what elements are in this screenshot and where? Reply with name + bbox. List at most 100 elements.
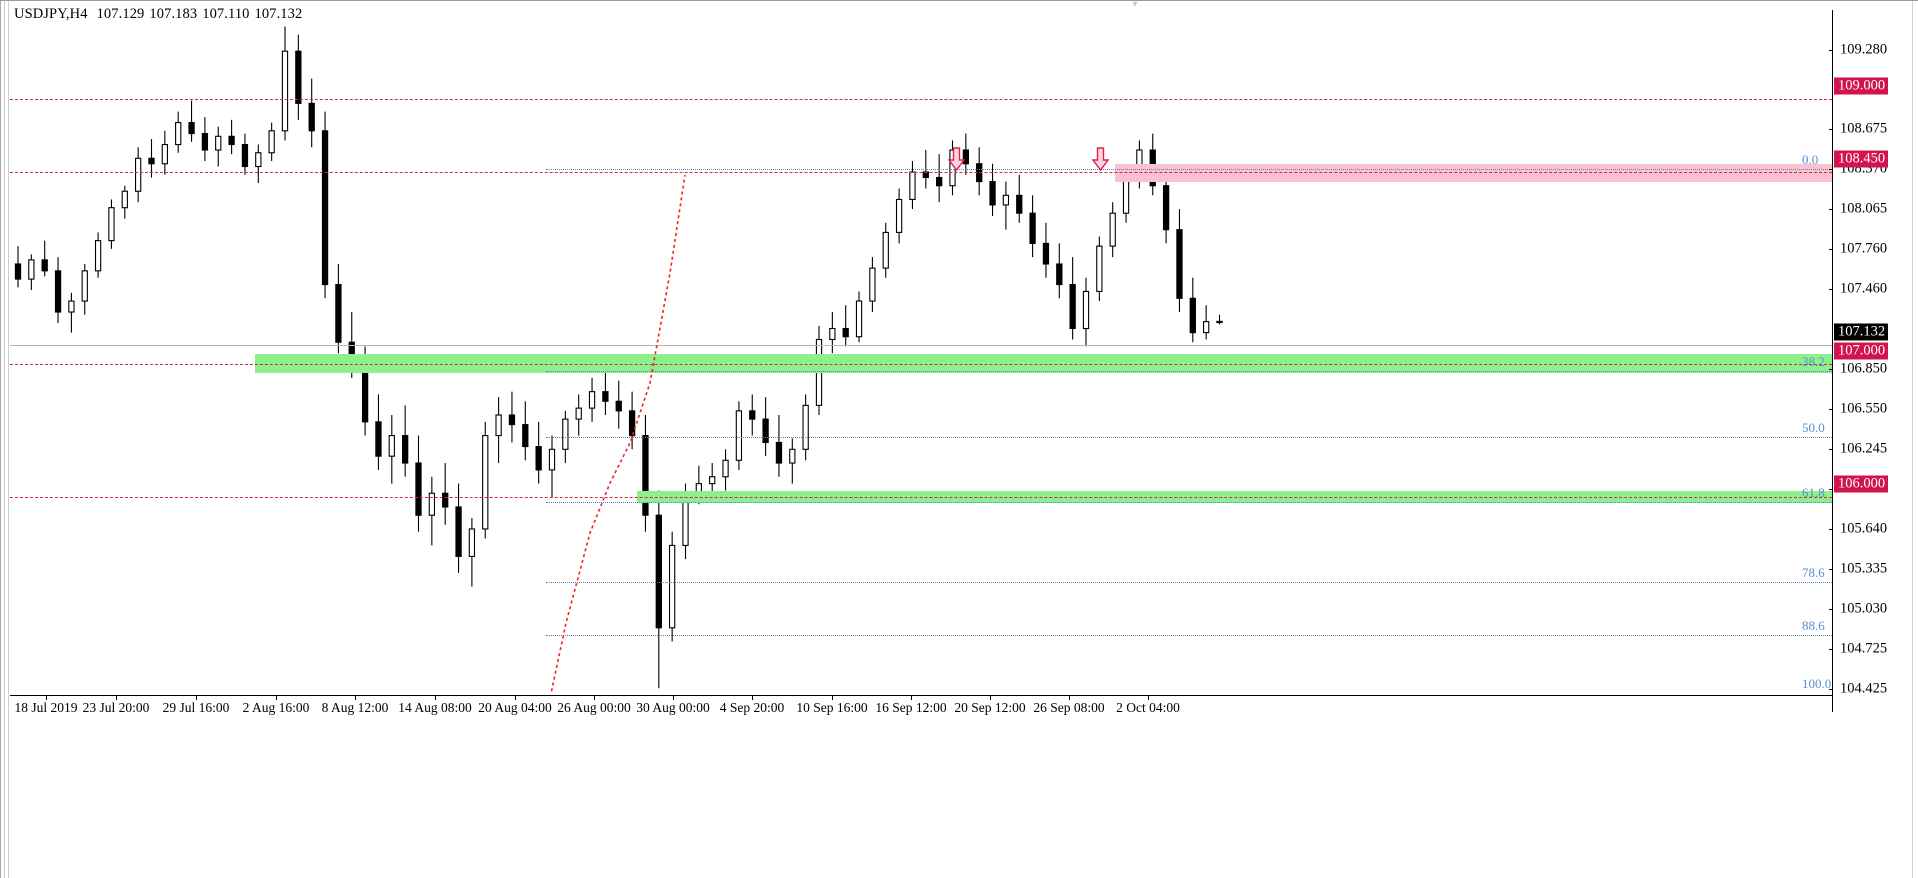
price-tag-108450[interactable]: 108.450 <box>1834 150 1889 168</box>
time-tick <box>911 696 912 700</box>
price-tick <box>1829 609 1833 610</box>
caret-down-icon[interactable]: ▾ <box>1132 0 1138 10</box>
fib-line-38-2[interactable] <box>546 371 1832 372</box>
support-zone-107000[interactable] <box>255 354 1832 373</box>
bottom-pane <box>10 723 1912 878</box>
time-tick <box>196 696 197 700</box>
left-scrollbar-rail[interactable] <box>0 1 9 878</box>
price-tick <box>1829 569 1833 570</box>
price-tick <box>1829 249 1833 250</box>
time-tick <box>832 696 833 700</box>
price-tick <box>1829 50 1833 51</box>
level-line-107[interactable] <box>10 364 1832 365</box>
fib-line-0-0[interactable] <box>546 169 1832 170</box>
price-tick <box>1829 529 1833 530</box>
fib-line-88-6[interactable] <box>546 635 1832 636</box>
price-tick-label: 109.280 <box>1840 41 1888 58</box>
fib-line-61-8[interactable] <box>546 502 1832 503</box>
price-tick <box>1829 369 1833 370</box>
time-axis[interactable]: 18 Jul 2019 23 Jul 20:00 29 Jul 16:00 2 Aug… <box>10 695 1832 723</box>
price-tick-label: 105.640 <box>1840 520 1888 537</box>
time-tick-label: 14 Aug 08:00 <box>398 700 472 715</box>
price-tick <box>1829 409 1833 410</box>
time-tick <box>116 696 117 700</box>
time-tick <box>990 696 991 700</box>
time-tick <box>673 696 674 700</box>
price-tick-label: 108.675 <box>1840 120 1888 137</box>
sell-arrow-marker-1[interactable] <box>948 147 965 171</box>
fib-label-61-8: 61.8 <box>1802 485 1825 500</box>
time-tick <box>46 696 47 700</box>
level-line-108450[interactable] <box>10 172 1832 173</box>
quote-high: 107.183 <box>149 6 198 22</box>
time-tick-label: 26 Sep 08:00 <box>1033 700 1105 715</box>
fib-line-50-0[interactable] <box>546 437 1832 438</box>
time-tick <box>1148 696 1149 700</box>
time-tick-label: 2 Aug 16:00 <box>242 700 310 715</box>
current-price-line[interactable] <box>10 345 1832 346</box>
price-tick-label: 107.760 <box>1840 240 1888 257</box>
resistance-zone-108450[interactable] <box>1115 164 1832 182</box>
price-tick-label: 106.550 <box>1840 400 1888 417</box>
level-line-106[interactable] <box>10 497 1832 498</box>
symbol-period-label: USDJPY,H4 <box>14 6 88 22</box>
price-tick-label: 104.425 <box>1840 680 1888 697</box>
price-tick <box>1829 689 1833 690</box>
price-tick <box>1829 289 1833 290</box>
time-tick-label: 20 Aug 04:00 <box>478 700 552 715</box>
fib-label-100-0: 100.0 <box>1802 676 1832 691</box>
price-tick-label: 107.460 <box>1840 280 1888 297</box>
time-tick <box>435 696 436 700</box>
fib-label-88-6: 88.6 <box>1802 618 1825 633</box>
price-tick <box>1829 169 1833 170</box>
time-tick <box>515 696 516 700</box>
fib-label-78-6: 78.6 <box>1802 565 1825 580</box>
time-tick-label: 29 Jul 16:00 <box>162 700 230 715</box>
time-tick <box>355 696 356 700</box>
price-tick <box>1829 449 1833 450</box>
uptrend-line[interactable] <box>10 23 1832 693</box>
time-tick-label: 23 Jul 20:00 <box>82 700 150 715</box>
time-tick-label: 18 Jul 2019 <box>14 700 78 715</box>
price-tick-label: 106.245 <box>1840 440 1888 457</box>
price-tick <box>1829 209 1833 210</box>
quote-low: 107.110 <box>202 6 250 22</box>
price-tick-label: 106.850 <box>1840 360 1888 377</box>
price-tag-current[interactable]: 107.132 <box>1834 323 1889 341</box>
price-tag-109[interactable]: 109.000 <box>1834 77 1889 95</box>
price-tag-106[interactable]: 106.000 <box>1834 475 1889 493</box>
time-tick <box>752 696 753 700</box>
chart-plot-area[interactable]: 0.0 38.2 50.0 61.8 78.6 88.6 100.0 <box>10 23 1832 693</box>
quote-close: 107.132 <box>254 6 303 22</box>
sell-arrow-marker-2[interactable] <box>1092 147 1109 171</box>
fib-label-50-0: 50.0 <box>1802 420 1825 435</box>
fib-label-38-2: 38.2 <box>1802 354 1825 369</box>
price-tick-label: 104.725 <box>1840 640 1888 657</box>
time-tick <box>594 696 595 700</box>
price-axis[interactable]: 109.280 108.675 108.370 108.065 107.760 107.4… <box>1829 10 1912 712</box>
time-tick-label: 10 Sep 16:00 <box>796 700 868 715</box>
quote-open: 107.129 <box>96 6 145 22</box>
level-line-109[interactable] <box>10 99 1832 100</box>
time-tick-label: 4 Sep 20:00 <box>719 700 785 715</box>
price-tick <box>1829 489 1833 490</box>
time-tick-label: 8 Aug 12:00 <box>321 700 389 715</box>
price-tick-label: 105.030 <box>1840 600 1888 617</box>
time-tick <box>276 696 277 700</box>
price-tick-label: 108.065 <box>1840 200 1888 217</box>
fib-label-0-0: 0.0 <box>1802 152 1819 167</box>
price-tick <box>1829 649 1833 650</box>
price-tag-107[interactable]: 107.000 <box>1834 342 1889 360</box>
right-scrollbar-rail[interactable] <box>1912 1 1918 878</box>
price-tick-label: 105.335 <box>1840 560 1888 577</box>
time-tick <box>1069 696 1070 700</box>
quote-header: USDJPY,H4 107.129 107.183 107.110 107.132 <box>14 6 307 23</box>
time-tick-label: 20 Sep 12:00 <box>954 700 1026 715</box>
fib-line-78-6[interactable] <box>546 582 1832 583</box>
time-tick-label: 30 Aug 00:00 <box>636 700 710 715</box>
time-tick-label: 2 Oct 04:00 <box>1116 700 1180 715</box>
price-tick <box>1829 129 1833 130</box>
time-tick-label: 16 Sep 12:00 <box>875 700 947 715</box>
top-strip <box>9 1 1912 10</box>
